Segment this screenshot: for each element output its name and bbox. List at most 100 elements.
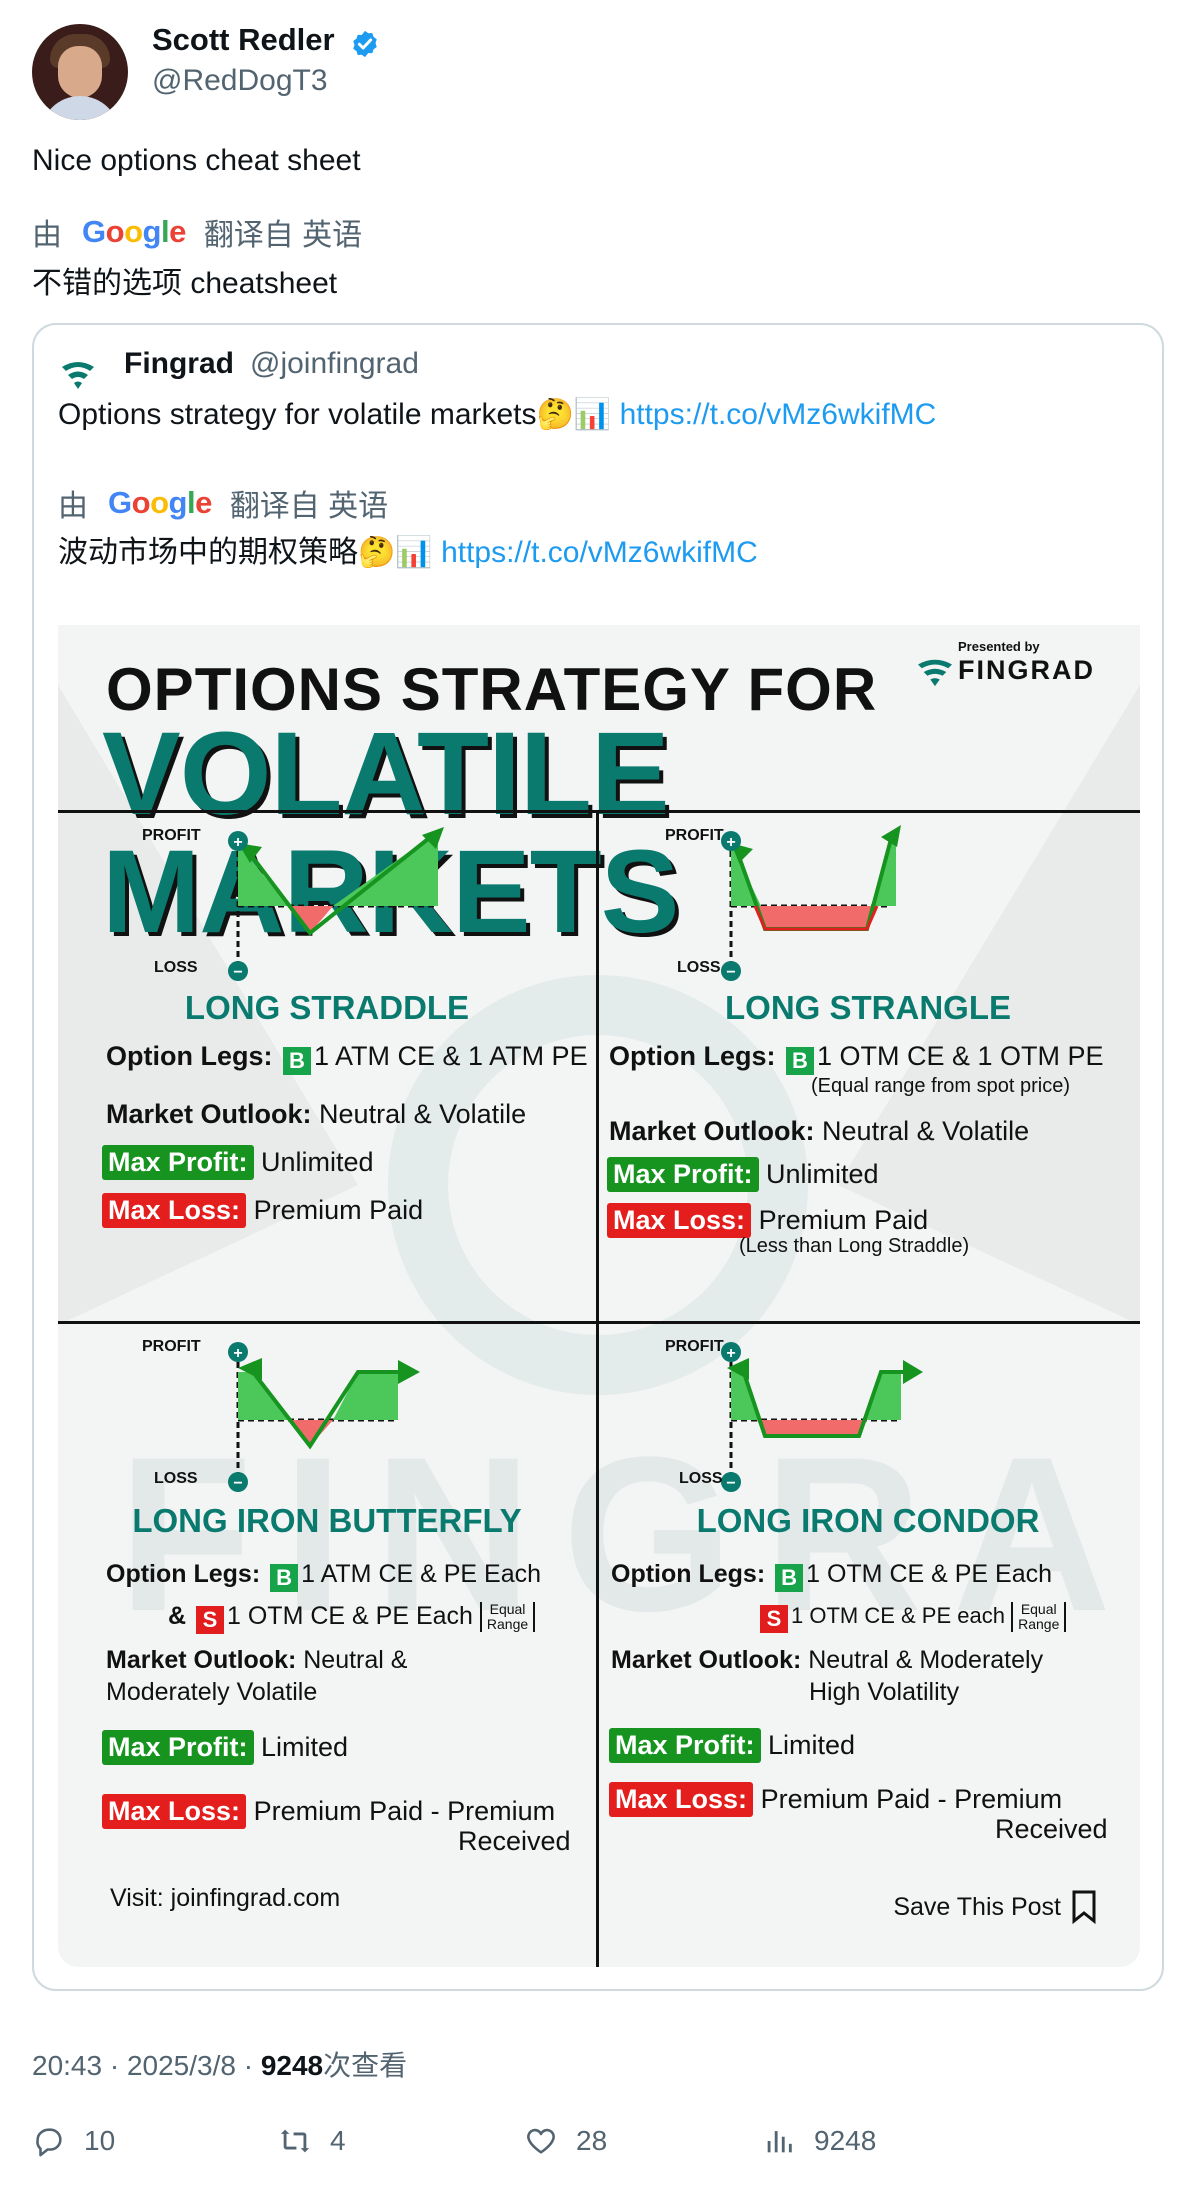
author-handle[interactable]: @RedDogT3 — [152, 64, 328, 97]
translate-prefix: 由 — [32, 219, 62, 252]
grid-line-vertical — [596, 810, 599, 1967]
max-loss-note: (Less than Long Straddle) — [739, 1235, 970, 1257]
quote-translated-text: 波动市场中的期权策略🤔📊 https://t.co/vMz6wkifMC — [58, 527, 758, 571]
market-outlook-row: Market Outlook: Neutral & Volatile — [106, 1099, 527, 1129]
svg-text:+: + — [726, 1345, 735, 1362]
strategy-title: LONG STRANGLE — [725, 989, 1011, 1026]
save-post-label: Save This Post — [893, 1890, 1097, 1924]
retweet-button[interactable]: 4 — [278, 2124, 346, 2158]
svg-text:FINGRAD: FINGRAD — [118, 1411, 1140, 1657]
brand-name: FINGRAD — [958, 655, 1095, 685]
svg-text:−: − — [233, 964, 242, 981]
strategy-long-straddle: + − PROFIT LOSS LONG STRADDLE Option Leg… — [58, 813, 596, 1321]
svg-text:−: − — [726, 964, 735, 981]
verified-badge-icon — [353, 30, 377, 58]
presented-by-label: Presented by — [958, 639, 1040, 654]
tweet-text: Nice options cheat sheet — [32, 144, 361, 177]
quote-link[interactable]: https://t.co/vMz6wkifMC — [619, 398, 937, 431]
svg-text:−: − — [726, 1475, 735, 1492]
option-legs-note: (Equal range from spot price) — [811, 1075, 1071, 1097]
author-display-name[interactable]: Scott Redler — [152, 22, 335, 57]
max-loss-row: Max Loss: Premium Paid — [102, 1193, 423, 1228]
like-button[interactable]: 28 — [524, 2124, 607, 2158]
profit-label: PROFIT — [142, 1338, 201, 1355]
strategy-long-iron-condor: + − PROFIT LOSS LONG IRON CONDOR Option … — [599, 1324, 1137, 1967]
quote-translate-prefix: 由 — [58, 490, 88, 523]
max-profit-row: Max Profit: Unlimited — [607, 1157, 879, 1192]
avatar[interactable] — [32, 24, 128, 120]
profit-label: PROFIT — [665, 1338, 724, 1355]
profit-label: PROFIT — [665, 827, 724, 844]
profit-label: PROFIT — [142, 827, 201, 844]
views-suffix: 次查看 — [323, 2050, 408, 2081]
market-outlook-row: Market Outlook: Neutral & Moderately — [611, 1646, 1044, 1674]
max-loss-row: Max Loss: Premium Paid — [607, 1203, 928, 1238]
butterfly-payoff-diagram: + − — [228, 1342, 420, 1492]
market-outlook-row-2: High Volatility — [809, 1678, 960, 1706]
translate-suffix: 翻译自 英语 — [203, 219, 363, 252]
avatar-face — [58, 46, 102, 98]
loss-label: LOSS — [154, 959, 198, 976]
max-loss-row-2: Received — [995, 1814, 1108, 1844]
max-loss-row: Max Loss: Premium Paid - Premium — [102, 1794, 555, 1829]
retweet-icon — [280, 2129, 310, 2153]
condor-payoff-diagram: + − — [721, 1342, 923, 1492]
quote-translate-suffix: 翻译自 英语 — [229, 490, 389, 523]
straddle-payoff-diagram: + − — [228, 827, 444, 981]
bookmark-icon — [1072, 1890, 1096, 1924]
quote-translated-body: 波动市场中的期权策略🤔📊 — [58, 536, 433, 569]
quote-display-name[interactable]: Fingrad — [124, 347, 234, 380]
max-profit-row: Max Profit: Limited — [609, 1728, 855, 1763]
fingrad-logo-icon — [62, 362, 94, 389]
translation-attribution: 由 Google 翻译自 英语 — [32, 210, 362, 254]
quoted-tweet-card[interactable]: Fingrad @joinfingrad Options strategy fo… — [32, 323, 1164, 1991]
market-outlook-row: Market Outlook: Neutral & Volatile — [609, 1116, 1030, 1146]
quote-translation-attribution: 由 Google 翻译自 英语 — [58, 481, 388, 525]
svg-text:+: + — [233, 1345, 242, 1362]
quote-text-body: Options strategy for volatile markets🤔📊 — [58, 398, 612, 431]
views-button[interactable]: 9248 — [762, 2124, 876, 2158]
strategy-long-strangle: + − PROFIT LOSS LONG STRANGLE Option Leg… — [599, 813, 1137, 1321]
max-loss-row: Max Loss: Premium Paid - Premium — [609, 1782, 1062, 1817]
market-outlook-row: Market Outlook: Neutral & — [106, 1646, 408, 1674]
avatar-shirt — [40, 96, 120, 120]
quote-translated-link[interactable]: https://t.co/vMz6wkifMC — [441, 536, 758, 569]
strategy-title: LONG IRON BUTTERFLY — [132, 1502, 522, 1539]
svg-text:−: − — [233, 1475, 242, 1492]
infographic-image[interactable]: FINGRAD OPTIONS STRATEGY FOR VOLATILE MA… — [58, 625, 1140, 1967]
tweet-timestamp[interactable]: 20:43 · 2025/3/8 · — [32, 2050, 261, 2081]
infographic-title-line1: OPTIONS STRATEGY FOR — [106, 656, 878, 723]
analytics-icon — [767, 2131, 792, 2153]
reply-count: 10 — [84, 2125, 116, 2156]
view-count: 9248 — [260, 2050, 324, 2081]
max-profit-row: Max Profit: Limited — [102, 1730, 348, 1765]
max-profit-row: Max Profit: Unlimited — [102, 1145, 374, 1180]
heart-icon — [527, 2128, 555, 2154]
translated-text: 不错的选项 cheatsheet — [32, 267, 338, 300]
quote-handle[interactable]: @joinfingrad — [250, 347, 419, 380]
grid-line-middle — [58, 1321, 1140, 1324]
tweet-meta: 20:43 · 2025/3/8 · 9248次查看 — [32, 2044, 407, 2084]
tweet-actions: 10 4 28 9248 — [32, 2124, 1164, 2170]
market-outlook-row-2: Moderately Volatile — [106, 1678, 318, 1706]
fingrad-brand-logo-icon — [918, 659, 952, 687]
loss-label: LOSS — [679, 1470, 723, 1487]
svg-text:+: + — [726, 834, 735, 851]
visit-website-text: Visit: joinfingrad.com — [110, 1884, 341, 1912]
like-count: 28 — [576, 2125, 608, 2156]
max-loss-row-2: Received — [458, 1826, 571, 1856]
loss-label: LOSS — [154, 1470, 198, 1487]
reply-icon — [36, 2128, 62, 2157]
quote-text: Options strategy for volatile markets🤔📊 … — [58, 397, 936, 432]
grid-line-top — [58, 810, 1140, 813]
reply-button[interactable]: 10 — [32, 2124, 115, 2158]
strategy-long-iron-butterfly: + − PROFIT LOSS LONG IRON BUTTERFLY Opti… — [58, 1324, 596, 1967]
google-logo-icon: Google — [82, 214, 186, 249]
